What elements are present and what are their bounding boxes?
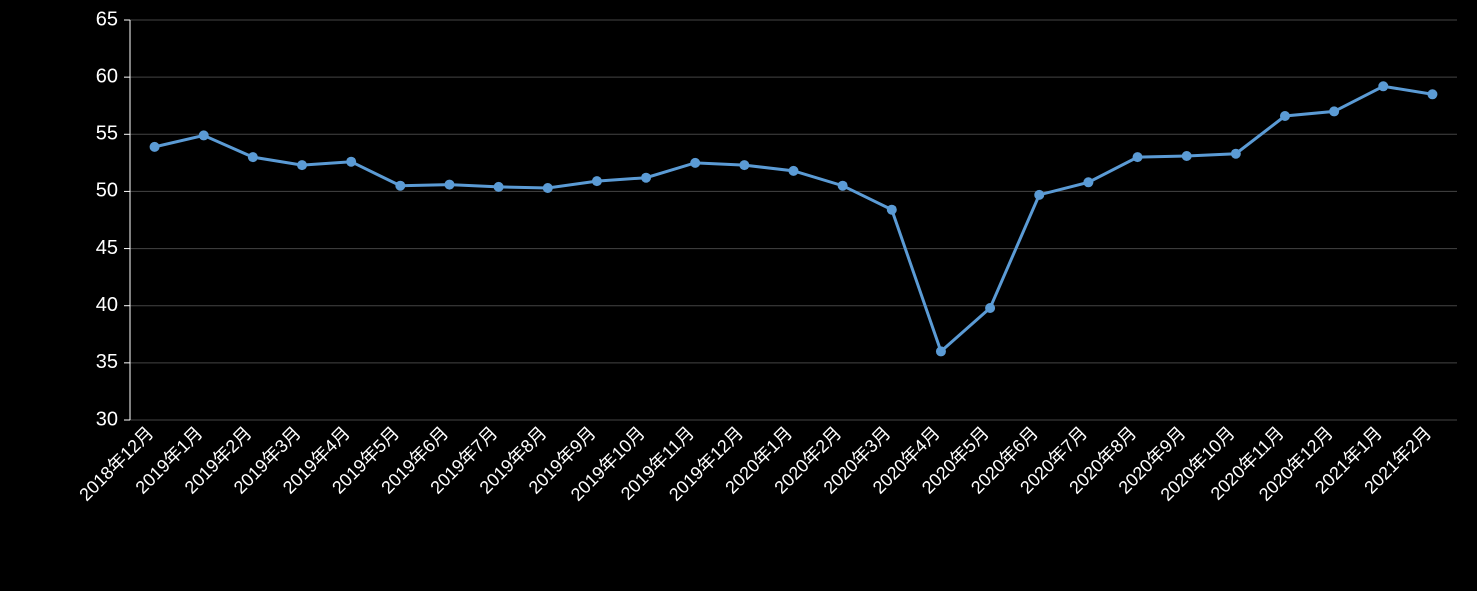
data-point: [150, 142, 160, 152]
data-point: [1034, 190, 1044, 200]
data-point: [838, 181, 848, 191]
data-point: [985, 303, 995, 313]
chart-svg: 30354045505560652018年12月2019年1月2019年2月20…: [0, 0, 1477, 591]
data-point: [248, 152, 258, 162]
data-point: [936, 346, 946, 356]
data-point: [346, 157, 356, 167]
data-point: [1083, 177, 1093, 187]
data-point: [1133, 152, 1143, 162]
y-tick-label: 30: [96, 408, 118, 430]
data-point: [297, 160, 307, 170]
data-point: [494, 182, 504, 192]
data-point: [592, 176, 602, 186]
data-point: [1329, 106, 1339, 116]
data-point: [1182, 151, 1192, 161]
data-point: [789, 166, 799, 176]
y-tick-label: 45: [96, 237, 118, 259]
y-tick-label: 65: [96, 8, 118, 30]
line-chart: 30354045505560652018年12月2019年1月2019年2月20…: [0, 0, 1477, 591]
data-point: [1231, 149, 1241, 159]
data-point: [887, 205, 897, 215]
data-point: [641, 173, 651, 183]
data-point: [543, 183, 553, 193]
data-point: [739, 160, 749, 170]
data-point: [444, 180, 454, 190]
y-tick-label: 40: [96, 294, 118, 316]
y-tick-label: 60: [96, 65, 118, 87]
y-tick-label: 50: [96, 180, 118, 202]
data-point: [690, 158, 700, 168]
data-point: [1378, 81, 1388, 91]
y-tick-label: 55: [96, 123, 118, 145]
data-point: [1280, 111, 1290, 121]
data-point: [1427, 89, 1437, 99]
data-point: [199, 130, 209, 140]
y-tick-label: 35: [96, 351, 118, 373]
data-point: [395, 181, 405, 191]
